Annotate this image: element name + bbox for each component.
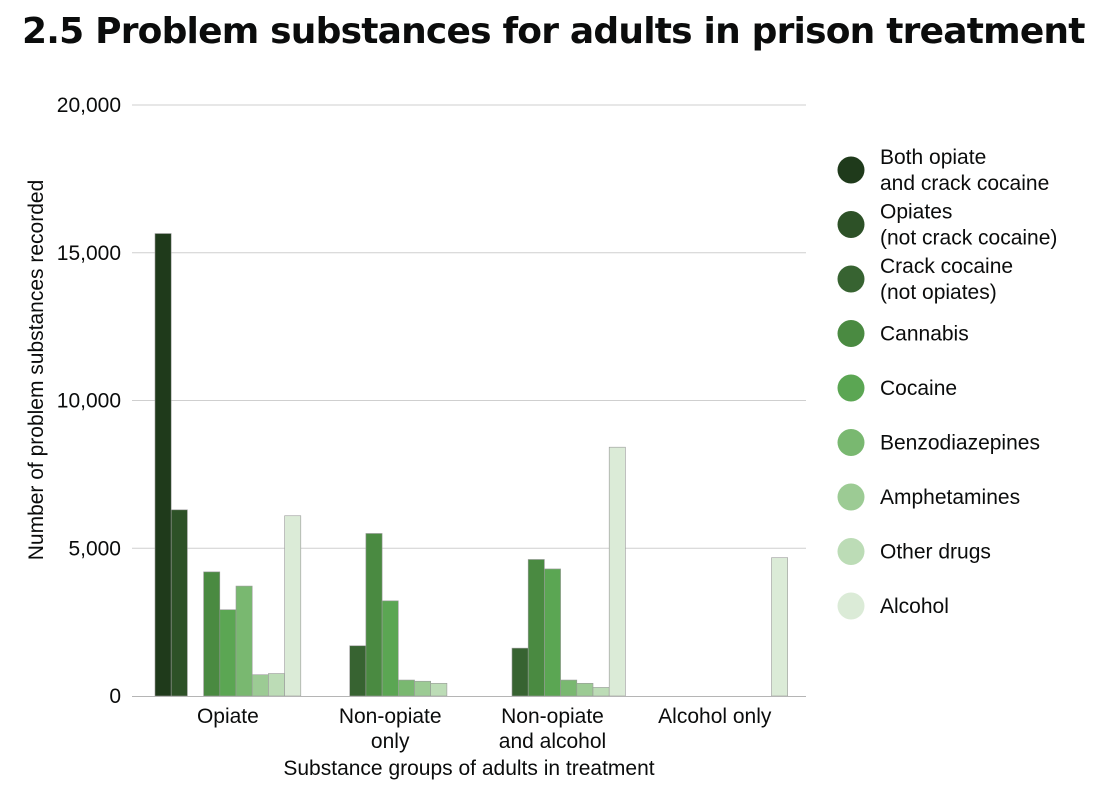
legend-swatch [837, 211, 865, 238]
legend-label: (not crack cocaine) [880, 227, 1057, 250]
bar [544, 568, 561, 697]
x-tick-label: and alcohol [499, 730, 606, 753]
y-tick-label: 0 [109, 685, 121, 708]
bar [349, 645, 367, 697]
bar [235, 585, 253, 697]
y-tick-label: 5,000 [68, 537, 121, 560]
legend-label: Opiates [880, 201, 952, 224]
bar [430, 682, 448, 697]
x-tick-label: Non-opiate [339, 705, 442, 728]
bar [771, 557, 789, 697]
legend-swatch [837, 156, 865, 184]
y-tick-label: 10,000 [57, 390, 121, 413]
bar [527, 559, 545, 697]
legend-label: Alcohol [880, 595, 949, 618]
bar [414, 680, 432, 697]
legend-swatch [837, 374, 865, 402]
y-axis-title: Number of problem substances recorded [25, 180, 48, 561]
x-tick-label: only [371, 730, 410, 753]
gridlines [132, 104, 806, 549]
x-tick-label: Opiate [197, 705, 259, 728]
bar [511, 647, 529, 697]
bar [284, 515, 302, 697]
legend-swatch [837, 320, 865, 347]
legend-label: Benzodiazepines [880, 432, 1040, 455]
legend-label: Amphetamines [880, 486, 1020, 509]
legend-label: Both opiate [880, 146, 986, 169]
bar [592, 687, 610, 697]
legend-swatch [837, 538, 865, 565]
bar [170, 509, 188, 697]
x-tick-label: Non-opiate [501, 705, 604, 728]
legend-label: Crack cocaine [880, 255, 1013, 278]
y-tick-label: 20,000 [57, 94, 121, 117]
page-title: 2.5 Problem substances for adults in pri… [22, 11, 1085, 52]
bar [154, 233, 172, 697]
bar [365, 533, 383, 697]
bar [560, 679, 578, 697]
legend: Both opiate and crack cocaine Opiates (not … [837, 146, 1057, 620]
bar [268, 673, 285, 697]
bar [219, 609, 237, 697]
x-tick-label: Alcohol only [658, 705, 772, 728]
bar [203, 571, 221, 697]
bar [381, 600, 399, 697]
bar [397, 679, 415, 697]
x-axis-title: Substance groups of adults in treatment [283, 757, 654, 780]
legend-label: Cannabis [880, 323, 969, 346]
legend-swatch [837, 483, 865, 511]
y-tick-label: 15,000 [57, 242, 121, 265]
bars [154, 233, 789, 697]
bar [608, 446, 626, 697]
legend-swatch [837, 592, 865, 620]
bar [251, 674, 269, 697]
legend-swatch [837, 429, 865, 456]
legend-swatch [837, 265, 865, 293]
axes: 0 5,000 10,000 15,000 20,000 Opiate Non-opiate… [25, 94, 806, 780]
legend-label: Cocaine [880, 377, 957, 400]
legend-label: and crack cocaine [880, 172, 1049, 195]
bar [576, 682, 594, 697]
legend-label: Other drugs [880, 541, 991, 564]
legend-label: (not opiates) [880, 281, 997, 304]
